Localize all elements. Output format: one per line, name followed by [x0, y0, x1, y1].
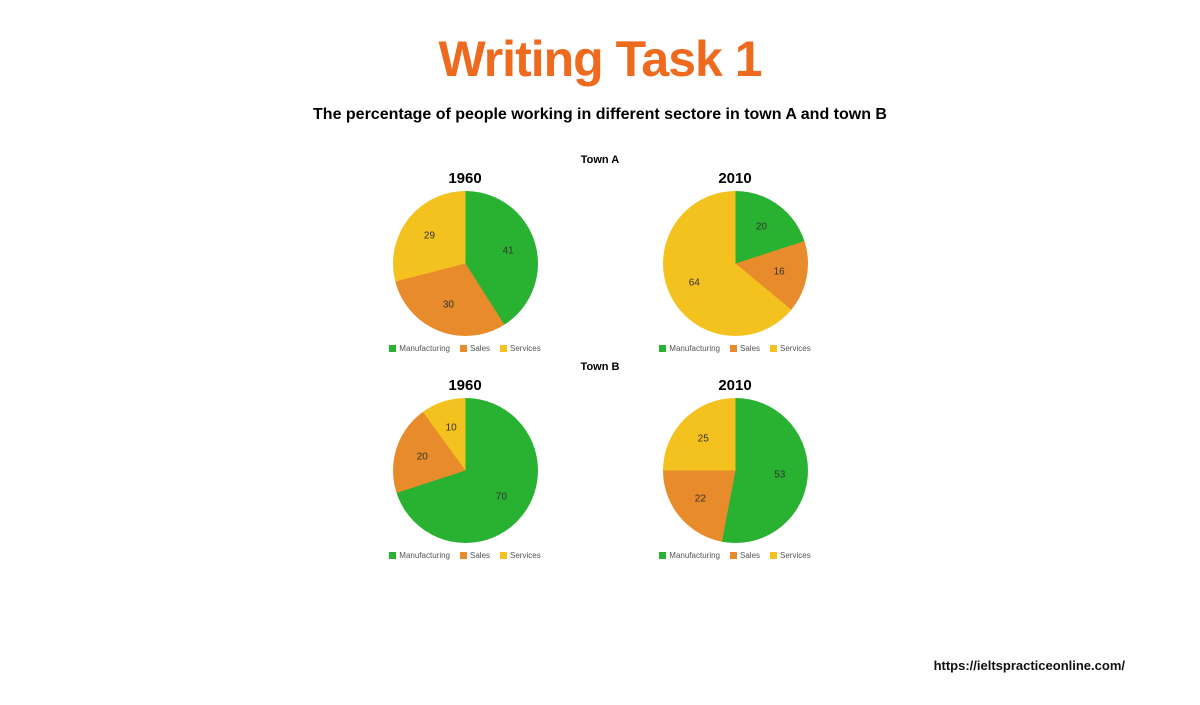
- slice-value-label: 29: [424, 230, 435, 241]
- chart-town-a-2010: 2010 20 16 64 Manufacturing Sales Services: [630, 170, 840, 353]
- legend-item: Services: [770, 344, 811, 353]
- legend-swatch: [389, 345, 396, 352]
- legend-label: Services: [510, 344, 541, 353]
- legend-label: Sales: [470, 344, 490, 353]
- row-town-a: 1960 41 30 29 Manufacturing Sales Services 2…: [320, 170, 880, 353]
- pie-wrap: 70 20 10: [393, 398, 538, 543]
- legend-label: Manufacturing: [669, 344, 720, 353]
- slice-value-label: 30: [443, 300, 454, 311]
- legend-label: Services: [780, 344, 811, 353]
- chart-town-b-2010: 2010 53 22 25 Manufacturing Sales Services: [630, 377, 840, 560]
- legend-swatch: [389, 552, 396, 559]
- footer-url: https://ieltspracticeonline.com/: [934, 658, 1125, 673]
- year-label: 2010: [718, 170, 751, 187]
- legend-swatch: [730, 552, 737, 559]
- legend-item: Sales: [730, 551, 760, 560]
- legend-swatch: [770, 345, 777, 352]
- legend-label: Sales: [740, 344, 760, 353]
- legend-swatch: [460, 552, 467, 559]
- legend-label: Manufacturing: [669, 551, 720, 560]
- legend-label: Services: [780, 551, 811, 560]
- slice-value-label: 10: [446, 422, 457, 433]
- legend: Manufacturing Sales Services: [389, 551, 540, 560]
- charts-area: Town A 1960 41 30 29 Manufacturing Sales Ser…: [320, 154, 880, 560]
- slice-value-label: 16: [774, 266, 785, 277]
- pie-wrap: 41 30 29: [393, 191, 538, 336]
- legend-label: Sales: [740, 551, 760, 560]
- legend: Manufacturing Sales Services: [389, 344, 540, 353]
- legend-swatch: [659, 345, 666, 352]
- town-b-label: Town B: [320, 361, 880, 373]
- slice-value-label: 41: [503, 245, 514, 256]
- slice-value-label: 64: [689, 277, 700, 288]
- legend-item: Manufacturing: [659, 551, 720, 560]
- town-a-label: Town A: [320, 154, 880, 166]
- legend-item: Sales: [460, 344, 490, 353]
- pie-wrap: 53 22 25: [663, 398, 808, 543]
- slice-value-label: 20: [417, 451, 428, 462]
- year-label: 1960: [448, 170, 481, 187]
- row-town-b: 1960 702010 ManufacturingSalesServices 2…: [320, 377, 880, 560]
- legend-item: Manufacturing: [389, 551, 450, 560]
- legend-label: Services: [510, 551, 541, 560]
- legend-swatch: [730, 345, 737, 352]
- legend-label: Manufacturing: [399, 344, 450, 353]
- legend-label: Manufacturing: [399, 551, 450, 560]
- legend-item: Services: [500, 344, 541, 353]
- legend-item: Services: [770, 551, 811, 560]
- legend-item: Sales: [730, 344, 760, 353]
- pie-chart: [393, 398, 538, 543]
- page-subtitle: The percentage of people working in diff…: [0, 106, 1200, 124]
- slice-value-label: 25: [698, 433, 709, 444]
- legend-item: Sales: [460, 551, 490, 560]
- legend-item: Manufacturing: [389, 344, 450, 353]
- slice-value-label: 53: [774, 469, 785, 480]
- legend-item: Services: [500, 551, 541, 560]
- legend-label: Sales: [470, 551, 490, 560]
- slice-value-label: 20: [756, 222, 767, 233]
- legend-item: Manufacturing: [659, 344, 720, 353]
- legend-swatch: [500, 345, 507, 352]
- page-title: Writing Task 1: [0, 30, 1200, 88]
- pie-chart: [393, 191, 538, 336]
- year-label: 2010: [718, 377, 751, 394]
- chart-town-a-1960: 1960 41 30 29 Manufacturing Sales Services: [360, 170, 570, 353]
- slice-value-label: 22: [695, 494, 706, 505]
- legend: Manufacturing Sales Services: [659, 551, 810, 560]
- legend-swatch: [659, 552, 666, 559]
- legend-swatch: [460, 345, 467, 352]
- pie-chart: [663, 398, 808, 543]
- slice-value-label: 70: [496, 491, 507, 502]
- pie-wrap: 20 16 64: [663, 191, 808, 336]
- legend-swatch: [770, 552, 777, 559]
- legend-swatch: [500, 552, 507, 559]
- legend: Manufacturing Sales Services: [659, 344, 810, 353]
- year-label: 1960: [448, 377, 481, 394]
- pie-chart: [663, 191, 808, 336]
- chart-town-b-1960: 1960 70 20 10 Manufacturing Sales Services: [360, 377, 570, 560]
